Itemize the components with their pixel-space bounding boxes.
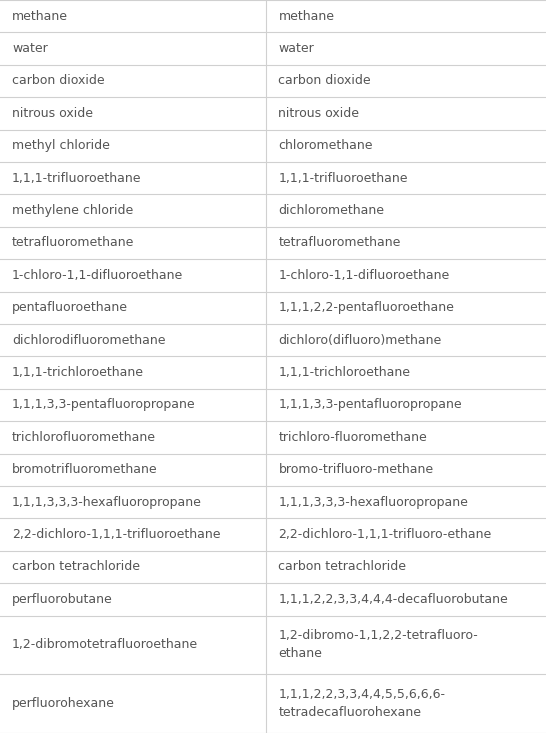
Text: tetrafluoromethane: tetrafluoromethane: [12, 237, 134, 249]
Text: 1,1,1,2,2-pentafluoroethane: 1,1,1,2,2-pentafluoroethane: [278, 301, 454, 314]
Text: 1-chloro-1,1-difluoroethane: 1-chloro-1,1-difluoroethane: [278, 269, 450, 282]
Text: trichloro-fluoromethane: trichloro-fluoromethane: [278, 431, 427, 444]
Text: water: water: [278, 42, 314, 55]
Text: 1,1,1,3,3,3-hexafluoropropane: 1,1,1,3,3,3-hexafluoropropane: [12, 496, 202, 509]
Text: tetrafluoromethane: tetrafluoromethane: [278, 237, 401, 249]
Text: carbon tetrachloride: carbon tetrachloride: [278, 561, 406, 573]
Text: 1,1,1-trifluoroethane: 1,1,1-trifluoroethane: [12, 172, 141, 185]
Text: bromo-trifluoro-methane: bromo-trifluoro-methane: [278, 463, 434, 476]
Text: water: water: [12, 42, 48, 55]
Text: dichloro(difluoro)methane: dichloro(difluoro)methane: [278, 334, 442, 347]
Text: nitrous oxide: nitrous oxide: [278, 107, 359, 120]
Text: methane: methane: [278, 10, 335, 23]
Text: 1,2-dibromo-1,1,2,2-tetrafluoro-
ethane: 1,2-dibromo-1,1,2,2-tetrafluoro- ethane: [278, 630, 478, 660]
Text: 1,1,1,3,3,3-hexafluoropropane: 1,1,1,3,3,3-hexafluoropropane: [278, 496, 468, 509]
Text: carbon dioxide: carbon dioxide: [12, 75, 105, 87]
Text: bromotrifluoromethane: bromotrifluoromethane: [12, 463, 158, 476]
Text: 2,2-dichloro-1,1,1-trifluoroethane: 2,2-dichloro-1,1,1-trifluoroethane: [12, 528, 221, 541]
Text: methylene chloride: methylene chloride: [12, 204, 133, 217]
Text: perfluorobutane: perfluorobutane: [12, 593, 113, 606]
Text: 1,1,1-trichloroethane: 1,1,1-trichloroethane: [12, 366, 144, 379]
Text: 1,1,1,3,3-pentafluoropropane: 1,1,1,3,3-pentafluoropropane: [278, 399, 462, 411]
Text: 1,1,1,2,2,3,3,4,4,5,5,6,6,6-
tetradecafluorohexane: 1,1,1,2,2,3,3,4,4,5,5,6,6,6- tetradecafl…: [278, 688, 446, 719]
Text: trichlorofluoromethane: trichlorofluoromethane: [12, 431, 156, 444]
Text: 2,2-dichloro-1,1,1-trifluoro-ethane: 2,2-dichloro-1,1,1-trifluoro-ethane: [278, 528, 492, 541]
Text: 1,1,1,3,3-pentafluoropropane: 1,1,1,3,3-pentafluoropropane: [12, 399, 195, 411]
Text: 1-chloro-1,1-difluoroethane: 1-chloro-1,1-difluoroethane: [12, 269, 183, 282]
Text: carbon dioxide: carbon dioxide: [278, 75, 371, 87]
Text: dichloromethane: dichloromethane: [278, 204, 384, 217]
Text: 1,1,1-trichloroethane: 1,1,1-trichloroethane: [278, 366, 411, 379]
Text: 1,1,1,2,2,3,3,4,4,4-decafluorobutane: 1,1,1,2,2,3,3,4,4,4-decafluorobutane: [278, 593, 508, 606]
Text: dichlorodifluoromethane: dichlorodifluoromethane: [12, 334, 165, 347]
Text: 1,1,1-trifluoroethane: 1,1,1-trifluoroethane: [278, 172, 408, 185]
Text: nitrous oxide: nitrous oxide: [12, 107, 93, 120]
Text: 1,2-dibromotetrafluoroethane: 1,2-dibromotetrafluoroethane: [12, 638, 198, 652]
Text: methane: methane: [12, 10, 68, 23]
Text: carbon tetrachloride: carbon tetrachloride: [12, 561, 140, 573]
Text: pentafluoroethane: pentafluoroethane: [12, 301, 128, 314]
Text: perfluorohexane: perfluorohexane: [12, 697, 115, 710]
Text: chloromethane: chloromethane: [278, 139, 373, 152]
Text: methyl chloride: methyl chloride: [12, 139, 110, 152]
